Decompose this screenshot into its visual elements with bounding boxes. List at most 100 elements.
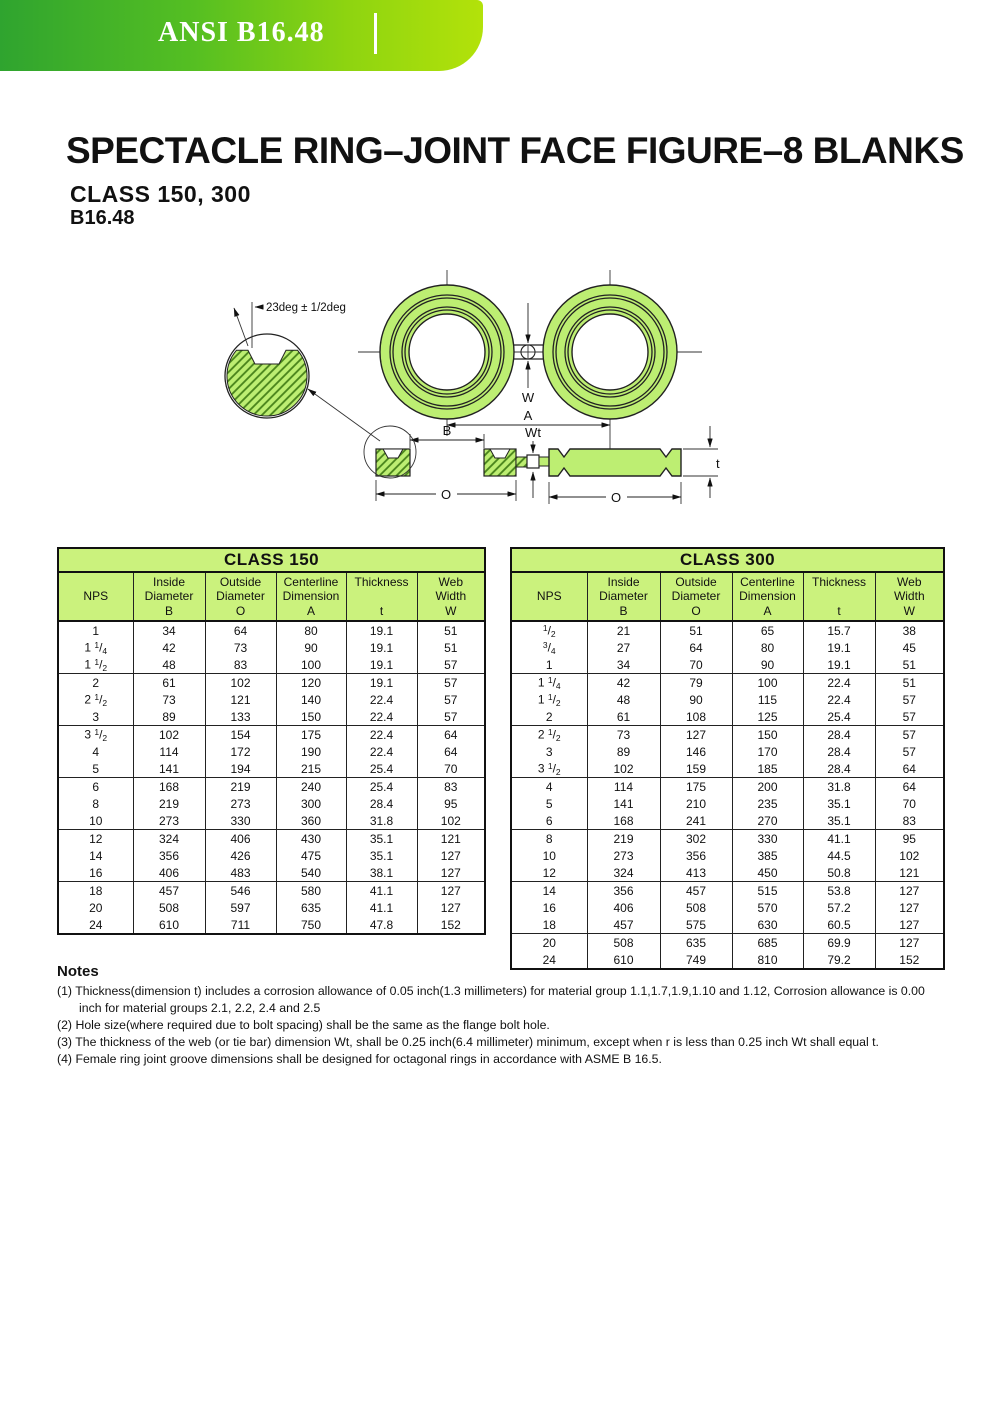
table-row: 14 356 457 515 53.8 127: [510, 881, 945, 899]
note-item: (4) Female ring joint groove dimensions …: [57, 1052, 662, 1066]
value-cell: 83: [874, 812, 945, 830]
table-row: 14 356 426 475 35.1 127: [57, 847, 486, 864]
value-cell: 508: [132, 899, 206, 916]
value-cell: 127: [416, 864, 486, 882]
table-row: 5 141 210 235 35.1 70: [510, 795, 945, 812]
value-cell: 194: [204, 760, 277, 778]
value-cell: 57: [874, 725, 945, 743]
nps-cell: 10: [57, 812, 134, 830]
value-cell: 57: [416, 656, 486, 674]
value-cell: 168: [132, 777, 206, 795]
standard-subtitle: B16.48: [70, 207, 135, 229]
label-W: W: [522, 390, 535, 405]
value-cell: 51: [416, 639, 486, 656]
value-cell: 127: [874, 933, 945, 951]
value-cell: 22.4: [345, 725, 418, 743]
nps-cell: 14: [57, 847, 134, 864]
value-cell: 273: [586, 847, 661, 864]
value-cell: 34: [586, 656, 661, 674]
label-t: t: [716, 456, 720, 471]
value-cell: 79: [659, 673, 733, 691]
value-cell: 22.4: [802, 691, 876, 708]
value-cell: 64: [874, 777, 945, 795]
value-cell: 133: [204, 708, 277, 726]
value-cell: 185: [731, 760, 804, 778]
label-A: A: [524, 408, 533, 423]
table-row: 1 34 70 90 19.1 51: [510, 656, 945, 674]
value-cell: 102: [416, 812, 486, 830]
value-cell: 102: [586, 760, 661, 778]
value-cell: 457: [659, 881, 733, 899]
table-row: 2 1/2 73 127 150 28.4 57: [510, 725, 945, 743]
value-cell: 73: [586, 725, 661, 743]
value-cell: 102: [204, 673, 277, 691]
nps-cell: 16: [57, 864, 134, 882]
table-title: CLASS 300: [510, 548, 945, 573]
value-cell: 360: [275, 812, 347, 830]
value-cell: 508: [659, 899, 733, 916]
value-cell: 120: [275, 673, 347, 691]
value-cell: 19.1: [345, 656, 418, 674]
value-cell: 38: [874, 621, 945, 639]
notes-list: (1) Thickness(dimension t) includes a co…: [57, 983, 945, 1068]
value-cell: 27: [586, 639, 661, 656]
table-row: 3/4 27 64 80 19.1 45: [510, 639, 945, 656]
nps-cell: 6: [510, 812, 588, 830]
value-cell: 41.1: [345, 899, 418, 916]
value-cell: 51: [874, 673, 945, 691]
nps-cell: 3: [510, 743, 588, 760]
value-cell: 356: [659, 847, 733, 864]
value-cell: 175: [275, 725, 347, 743]
column-header: Web Width W: [416, 572, 486, 622]
value-cell: 65: [731, 621, 804, 639]
value-cell: 25.4: [345, 760, 418, 778]
nps-cell: 1 1/2: [57, 656, 134, 674]
value-cell: 140: [275, 691, 347, 708]
table-row: 8 219 273 300 28.4 95: [57, 795, 486, 812]
value-cell: 89: [132, 708, 206, 726]
nps-cell: 24: [57, 916, 134, 934]
table-row: 4 114 172 190 22.4 64: [57, 743, 486, 760]
value-cell: 51: [416, 621, 486, 639]
table-row: 10 273 330 360 31.8 102: [57, 812, 486, 830]
value-cell: 51: [874, 656, 945, 674]
value-cell: 127: [416, 881, 486, 899]
value-cell: 31.8: [802, 777, 876, 795]
value-cell: 48: [132, 656, 206, 674]
value-cell: 200: [731, 777, 804, 795]
value-cell: 515: [731, 881, 804, 899]
nps-cell: 4: [57, 743, 134, 760]
nps-cell: 3: [57, 708, 134, 726]
value-cell: 35.1: [802, 812, 876, 830]
nps-cell: 12: [57, 829, 134, 847]
label-Wt: Wt: [525, 425, 541, 440]
value-cell: 127: [874, 899, 945, 916]
nps-cell: 5: [57, 760, 134, 778]
value-cell: 302: [659, 829, 733, 847]
section-view: [375, 448, 550, 477]
table-row: 5 141 194 215 25.4 70: [57, 760, 486, 778]
table-row: 3 89 146 170 28.4 57: [510, 743, 945, 760]
value-cell: 475: [275, 847, 347, 864]
value-cell: 73: [204, 639, 277, 656]
table-row: 20 508 597 635 41.1 127: [57, 899, 486, 916]
dim-outside-left: O: [375, 480, 517, 502]
nps-cell: 14: [510, 881, 588, 899]
value-cell: 385: [731, 847, 804, 864]
value-cell: 457: [586, 916, 661, 934]
value-cell: 64: [416, 743, 486, 760]
value-cell: 450: [731, 864, 804, 882]
nps-cell: 16: [510, 899, 588, 916]
note-item: (1) Thickness(dimension t) includes a co…: [57, 984, 925, 1015]
value-cell: 57: [416, 708, 486, 726]
nps-cell: 8: [510, 829, 588, 847]
value-cell: 610: [586, 951, 661, 969]
value-cell: 70: [659, 656, 733, 674]
dim-web-width: W: [522, 303, 535, 405]
value-cell: 28.4: [802, 725, 876, 743]
value-cell: 38.1: [345, 864, 418, 882]
table-row: 3 1/2 102 154 175 22.4 64: [57, 725, 486, 743]
value-cell: 79.2: [802, 951, 876, 969]
value-cell: 44.5: [802, 847, 876, 864]
web-section: [526, 454, 540, 469]
